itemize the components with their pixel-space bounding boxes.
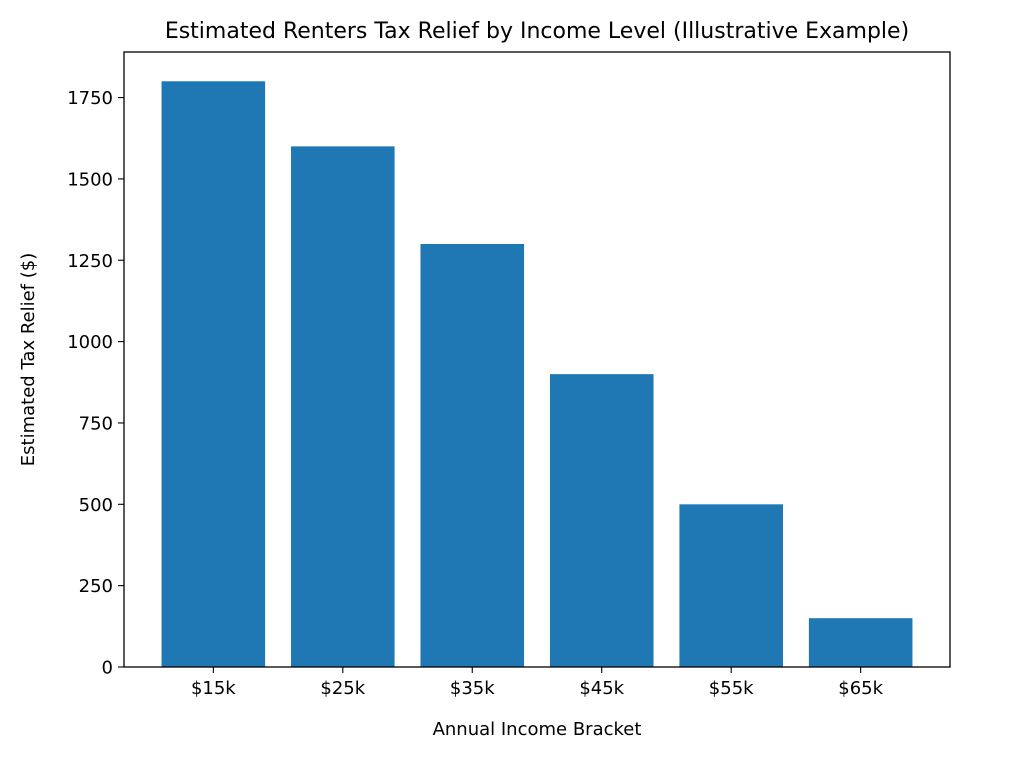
y-tick-label: 750 <box>79 413 113 434</box>
bar-5 <box>808 618 913 667</box>
y-tick-label: 500 <box>79 495 113 516</box>
x-tick-label: $25k <box>320 678 365 699</box>
bar-4 <box>679 504 783 667</box>
y-tick-label: 250 <box>79 576 113 597</box>
bar-1 <box>291 146 395 667</box>
y-tick-label: 0 <box>102 658 113 679</box>
x-tick-label: $65k <box>838 678 883 699</box>
y-tick-label: 1500 <box>67 169 113 190</box>
y-axis-label: Estimated Tax Relief ($) <box>18 253 39 466</box>
y-tick-label: 1250 <box>67 251 113 272</box>
x-tick-label: $55k <box>709 678 754 699</box>
bar-3 <box>549 374 654 667</box>
x-axis-label: Annual Income Bracket <box>433 719 642 740</box>
y-tick-label: 1000 <box>67 332 113 353</box>
x-tick-label: $35k <box>450 678 495 699</box>
x-tick-label: $15k <box>191 678 236 699</box>
y-tick-label: 1750 <box>67 88 113 109</box>
chart-title: Estimated Renters Tax Relief by Income L… <box>165 19 909 44</box>
bar-2 <box>420 243 525 667</box>
bar-0 <box>161 81 266 668</box>
x-tick-label: $45k <box>579 678 624 699</box>
axes-frame <box>123 51 951 668</box>
